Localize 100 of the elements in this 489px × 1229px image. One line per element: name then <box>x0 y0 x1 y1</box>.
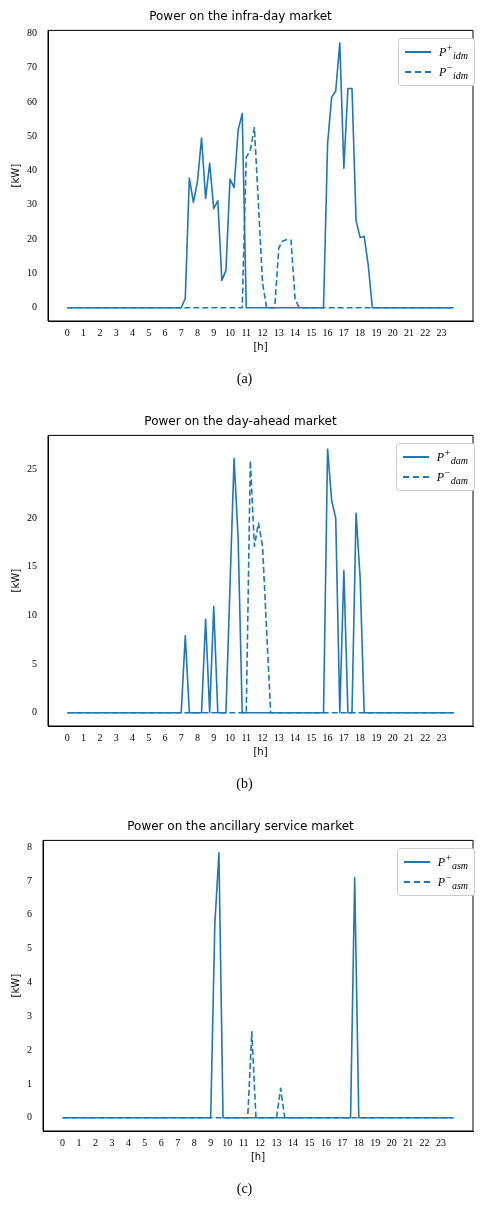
y-tick-label: 50 <box>27 129 37 141</box>
y-tick-label: 0 <box>27 1111 32 1123</box>
x-tick-label: 12 <box>257 731 268 743</box>
y-tick-label: 30 <box>27 198 37 210</box>
x-tick-label: 19 <box>371 731 382 743</box>
text: (c) <box>235 1180 254 1198</box>
x-tick-label: 18 <box>353 1136 364 1148</box>
x-tick-label: 5 <box>146 731 152 743</box>
y-tick-label: 5 <box>32 657 37 669</box>
x-axis-title: [h] <box>253 340 268 352</box>
y-tick-label: 40 <box>27 164 37 176</box>
x-tick-label: 2 <box>93 1136 98 1148</box>
y-tick-label: 7 <box>27 874 32 886</box>
x-tick-label: 18 <box>355 731 366 743</box>
x-tick-label: 11 <box>238 1136 249 1148</box>
x-tick-label: 17 <box>337 1136 348 1148</box>
x-tick-label: 6 <box>162 731 168 743</box>
x-tick-label: 14 <box>290 326 301 338</box>
x-tick-label: 1 <box>81 731 87 743</box>
x-tick-label: 21 <box>403 1136 414 1148</box>
y-tick-label: 80 <box>27 26 37 38</box>
y-tick-label: 0 <box>32 301 37 313</box>
x-tick-label: 13 <box>273 326 284 338</box>
x-tick-label: 1 <box>76 1136 82 1148</box>
y-tick-label: 20 <box>27 232 37 244</box>
x-tick-label: 7 <box>178 731 184 743</box>
x-tick-label: 3 <box>113 326 119 338</box>
text: (a) <box>235 370 254 388</box>
chart-title: Power on the ancillary service market <box>127 819 355 834</box>
x-tick-label: 11 <box>241 326 252 338</box>
x-tick-label: 7 <box>175 1136 181 1148</box>
y-tick-label: 5 <box>27 942 32 954</box>
y-tick-label: 20 <box>27 511 37 523</box>
x-tick-label: 14 <box>290 731 301 743</box>
x-tick-label: 2 <box>97 731 103 743</box>
y-tick-label: 25 <box>27 463 37 474</box>
x-tick-label: 21 <box>403 731 414 743</box>
x-tick-label: 0 <box>64 731 70 743</box>
x-tick-label: 8 <box>191 1136 197 1148</box>
x-tick-label: 22 <box>420 326 431 338</box>
x-axis-title: [h] <box>250 1150 266 1162</box>
x-tick-label: 9 <box>208 1136 214 1148</box>
x-tick-label: 15 <box>306 731 317 743</box>
y-axis-title: [kW] <box>9 973 21 998</box>
x-tick-label: 12 <box>257 326 268 338</box>
x-tick-label: 3 <box>113 731 119 743</box>
x-tick-label: 16 <box>320 1136 331 1148</box>
x-tick-label: 20 <box>387 731 398 743</box>
y-tick-label: 4 <box>27 976 32 988</box>
x-tick-label: 16 <box>322 731 333 743</box>
x-tick-label: 9 <box>211 326 217 338</box>
y-tick-label: 0 <box>32 706 37 718</box>
x-tick-label: 0 <box>64 326 70 338</box>
y-tick-label: 10 <box>27 267 37 279</box>
x-tick-label: 10 <box>222 1136 233 1148</box>
x-tick-label: 3 <box>109 1136 115 1148</box>
y-tick-label: 6 <box>27 908 32 920</box>
x-tick-label: 11 <box>241 731 252 743</box>
x-tick-label: 10 <box>225 731 235 743</box>
x-tick-label: 5 <box>142 1136 148 1148</box>
x-tick-label: 10 <box>225 326 235 338</box>
text: (b) <box>235 775 254 793</box>
x-tick-label: 13 <box>271 1136 282 1148</box>
x-tick-label: 13 <box>273 731 284 743</box>
x-tick-label: 4 <box>129 326 135 338</box>
x-axis-title: [h] <box>253 745 268 757</box>
x-tick-label: 23 <box>436 1136 447 1148</box>
y-tick-label: 15 <box>27 560 37 572</box>
x-tick-label: 22 <box>420 731 431 743</box>
x-tick-label: 4 <box>125 1136 131 1148</box>
x-tick-label: 2 <box>97 326 103 338</box>
x-tick-label: 15 <box>304 1136 315 1148</box>
x-tick-label: 6 <box>158 1136 164 1148</box>
x-tick-label: 17 <box>338 731 349 743</box>
y-tick-label: 70 <box>27 61 37 73</box>
x-tick-label: 22 <box>419 1136 430 1148</box>
y-axis-title: [kW] <box>9 568 21 593</box>
x-tick-label: 8 <box>194 326 200 338</box>
x-tick-label: 19 <box>371 326 382 338</box>
x-tick-label: 17 <box>338 326 349 338</box>
x-tick-label: 21 <box>403 326 414 338</box>
x-tick-label: 23 <box>436 326 447 338</box>
x-tick-label: 19 <box>370 1136 381 1148</box>
x-tick-label: 7 <box>178 326 184 338</box>
x-tick-label: 12 <box>255 1136 266 1148</box>
y-axis-title: [kW] <box>9 163 21 188</box>
x-tick-label: 8 <box>194 731 200 743</box>
y-tick-label: 8 <box>27 840 32 852</box>
x-tick-label: 20 <box>387 326 398 338</box>
x-tick-label: 15 <box>306 326 317 338</box>
x-tick-label: 0 <box>60 1136 66 1148</box>
chart-title: Power on the infra-day market <box>149 9 333 24</box>
x-tick-label: 6 <box>162 326 168 338</box>
x-tick-label: 16 <box>322 326 333 338</box>
y-tick-label: 10 <box>27 609 37 621</box>
y-tick-label: 2 <box>27 1043 32 1055</box>
y-tick-label: 3 <box>27 1009 32 1021</box>
x-tick-label: 4 <box>129 731 135 743</box>
x-tick-label: 9 <box>211 731 217 743</box>
x-tick-label: 14 <box>287 1136 298 1148</box>
